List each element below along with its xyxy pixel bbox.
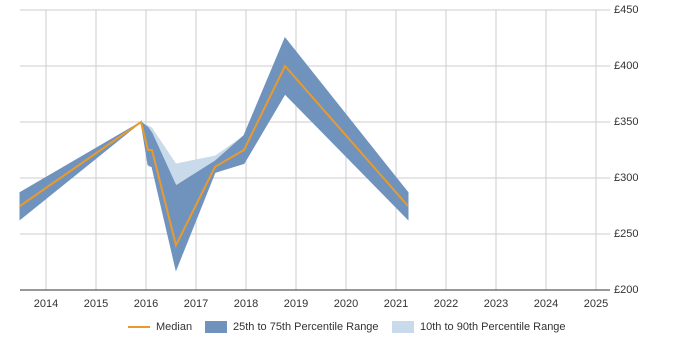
x-tick-label: 2016 [134, 298, 158, 310]
y-tick-label: £350 [614, 116, 638, 128]
legend-label: 10th to 90th Percentile Range [420, 321, 566, 333]
legend-swatch [392, 321, 414, 333]
y-tick-label: £200 [614, 284, 638, 296]
y-tick-label: £450 [614, 4, 638, 16]
median-line [19, 64, 409, 249]
x-tick-label: 2022 [434, 298, 458, 310]
x-tick-label: 2017 [184, 298, 208, 310]
x-tick-label: 2021 [384, 298, 408, 310]
legend-swatch [205, 321, 227, 333]
x-tick-label: 2023 [484, 298, 508, 310]
x-tick-label: 2024 [534, 298, 558, 310]
x-tick-label: 2020 [334, 298, 358, 310]
legend-label: Median [156, 321, 192, 333]
x-tick-label: 2025 [584, 298, 608, 310]
x-tick-label: 2015 [84, 298, 108, 310]
legend-label: 25th to 75th Percentile Range [233, 321, 379, 333]
y-tick-label: £300 [614, 172, 638, 184]
plot-area [20, 10, 610, 290]
y-tick-label: £250 [614, 228, 638, 240]
plot [19, 37, 409, 272]
x-tick-label: 2018 [234, 298, 258, 310]
grid [20, 9, 610, 291]
x-tick-label: 2014 [34, 298, 58, 310]
x-tick-label: 2019 [284, 298, 308, 310]
y-tick-label: £400 [614, 60, 638, 72]
